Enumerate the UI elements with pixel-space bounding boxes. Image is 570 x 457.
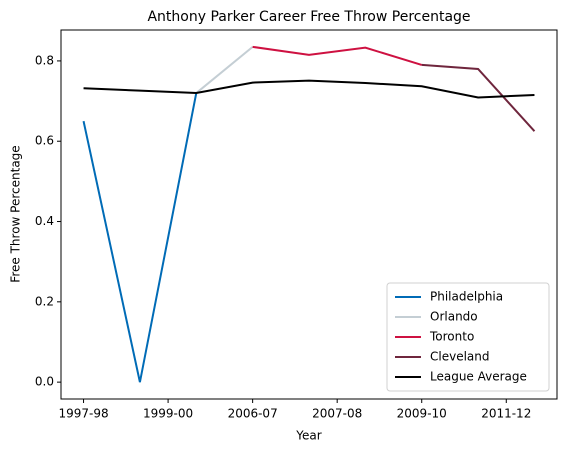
chart-title: Anthony Parker Career Free Throw Percent… (147, 9, 470, 25)
y-tick-label: 0.0 (35, 375, 54, 389)
legend-label: League Average (430, 370, 527, 384)
x-axis-label: Year (295, 429, 321, 443)
line-series (252, 45, 423, 66)
legend-label: Toronto (429, 330, 474, 344)
x-tick-label: 2011-12 (481, 407, 531, 421)
y-tick-label: 0.2 (35, 294, 54, 308)
x-tick-label: 2006-07 (228, 407, 278, 421)
x-tick-label: 2007-08 (312, 407, 362, 421)
line-series (82, 92, 198, 383)
line-series (83, 79, 535, 99)
x-tick-label: 1997-98 (58, 407, 108, 421)
y-tick-label: 0.8 (35, 53, 54, 67)
x-tick-label: 1999-00 (143, 407, 193, 421)
legend-label: Philadelphia (430, 290, 503, 304)
y-tick-label: 0.6 (35, 134, 54, 148)
legend-box (386, 282, 550, 392)
line-series (195, 46, 254, 94)
plot-frame (60, 29, 558, 400)
y-axis-label: Free Throw Percentage (9, 145, 23, 282)
line-series (421, 63, 536, 132)
legend-label: Cleveland (430, 350, 490, 364)
x-tick-label: 2009-10 (397, 407, 447, 421)
y-tick-label: 0.4 (35, 214, 54, 228)
legend-label: Orlando (430, 310, 478, 324)
